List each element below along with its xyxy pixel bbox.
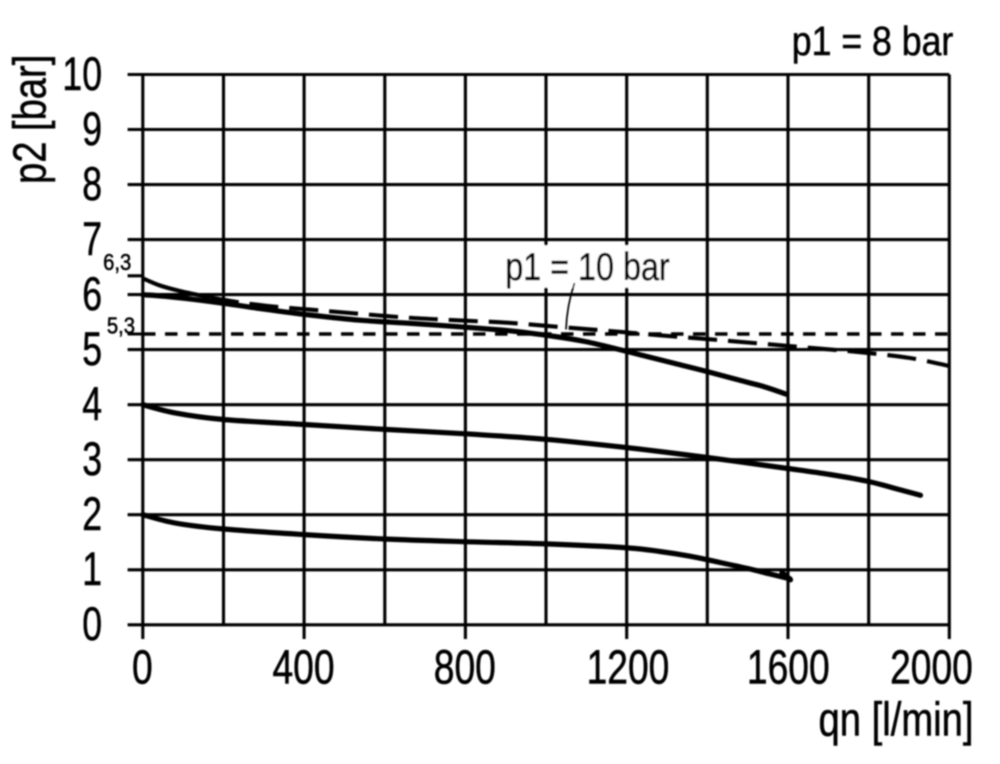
svg-text:6: 6 [82, 267, 102, 320]
svg-text:qn [l/min]: qn [l/min] [819, 694, 974, 747]
svg-text:1: 1 [82, 542, 102, 595]
svg-text:2000: 2000 [890, 641, 973, 695]
svg-text:2: 2 [82, 487, 102, 540]
svg-text:3: 3 [82, 432, 102, 485]
svg-text:7: 7 [82, 212, 102, 265]
svg-text:0: 0 [132, 641, 153, 695]
svg-text:1200: 1200 [587, 641, 670, 695]
svg-text:1600: 1600 [747, 641, 830, 695]
svg-text:p1 = 8 bar: p1 = 8 bar [792, 19, 954, 65]
svg-text:10: 10 [62, 47, 102, 100]
svg-text:5: 5 [82, 322, 102, 375]
svg-text:800: 800 [434, 641, 496, 695]
svg-text:9: 9 [82, 102, 102, 155]
svg-text:0: 0 [82, 597, 102, 650]
svg-text:p2 [bar]: p2 [bar] [5, 55, 56, 184]
svg-text:8: 8 [82, 157, 102, 210]
svg-text:p1 = 10 bar: p1 = 10 bar [505, 245, 670, 288]
svg-text:5,3: 5,3 [107, 312, 135, 339]
svg-text:400: 400 [272, 641, 334, 695]
svg-text:6,3: 6,3 [103, 249, 131, 276]
svg-text:4: 4 [82, 377, 102, 430]
